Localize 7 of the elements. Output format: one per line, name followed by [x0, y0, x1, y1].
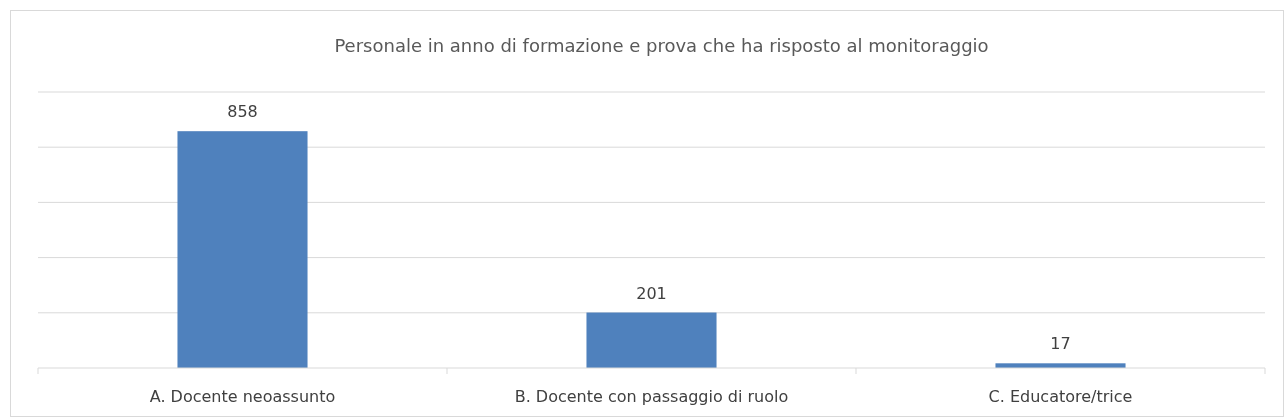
x-tick-label: A. Docente neoassunto — [149, 387, 336, 406]
chart-title: Personale in anno di formazione e prova che ha risposto al monitoraggio — [334, 35, 989, 56]
data-label: 858 — [227, 102, 258, 122]
data-label: 201 — [636, 283, 667, 303]
data-label: 17 — [1050, 334, 1071, 354]
x-tick-label: B. Docente con passaggio di ruolo — [514, 387, 789, 406]
x-tick-label: C. Educatore/trice — [988, 387, 1133, 406]
